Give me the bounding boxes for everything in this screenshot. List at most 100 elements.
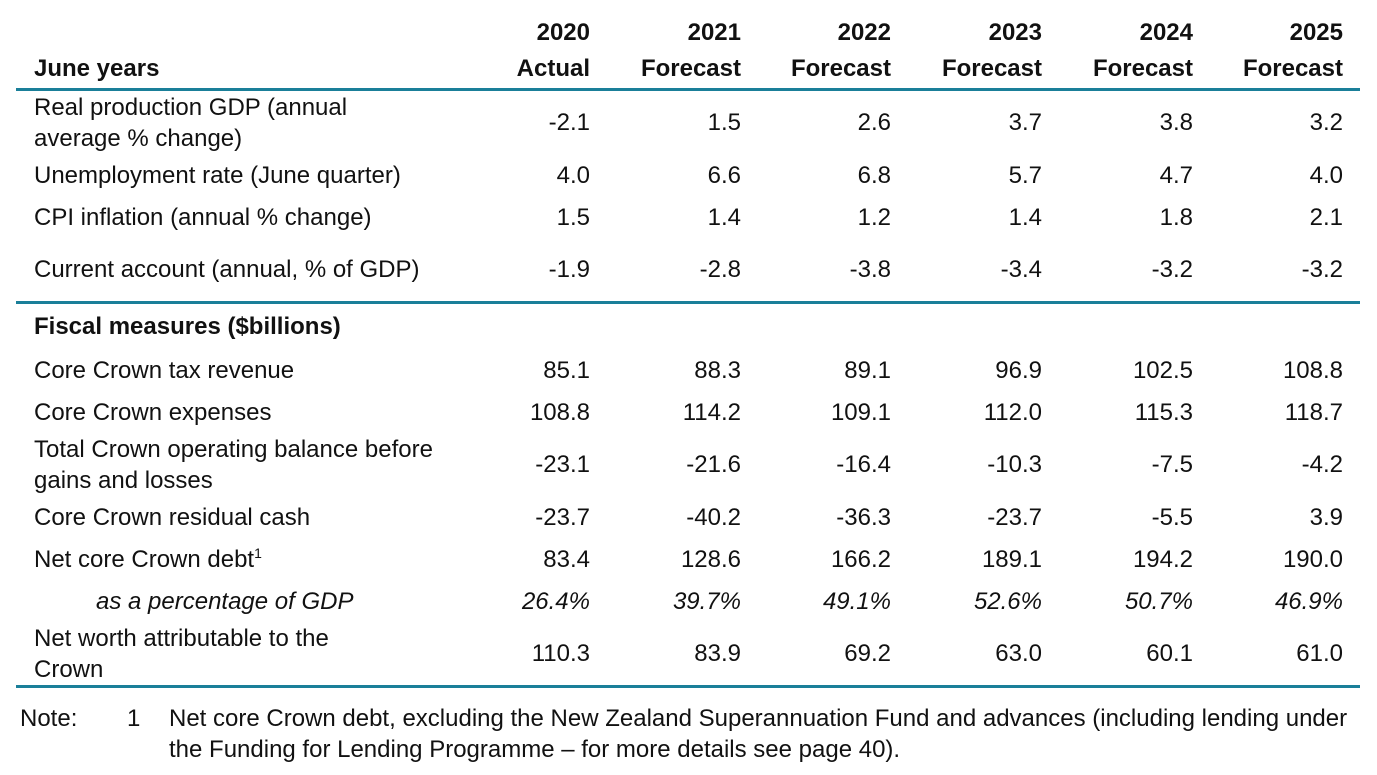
note-label: Note: xyxy=(20,705,78,732)
cell-value: 1.4 xyxy=(707,203,741,231)
cell-value: -3.2 xyxy=(1301,256,1343,283)
row-label: as a percentage of GDP xyxy=(96,587,354,615)
column-year: 2021 xyxy=(687,19,741,46)
cell-value: -36.3 xyxy=(836,503,891,531)
cell-value: 102.5 xyxy=(1132,356,1193,384)
column-year: 2023 xyxy=(988,19,1042,46)
cell-value: -23.7 xyxy=(535,503,590,531)
column-type: Actual xyxy=(516,55,590,82)
cell-value: 4.7 xyxy=(1159,161,1193,189)
cell-value: -16.4 xyxy=(836,451,891,478)
row-label: Net core Crown debt1 xyxy=(34,544,262,573)
cell-value: 3.8 xyxy=(1159,109,1193,136)
cell-value: 63.0 xyxy=(995,640,1042,667)
cell-value: 194.2 xyxy=(1132,545,1193,573)
cell-value: 83.4 xyxy=(543,545,590,573)
cell-value: 108.8 xyxy=(529,398,590,426)
cell-value: 4.0 xyxy=(556,161,590,189)
row-label: Core Crown tax revenue xyxy=(34,356,295,384)
row-label: Unemployment rate (June quarter) xyxy=(34,161,401,189)
cell-value: 1.5 xyxy=(556,203,590,231)
cell-value: -2.8 xyxy=(699,256,741,283)
cell-value: 50.7% xyxy=(1124,587,1193,615)
row-label: CPI inflation (annual % change) xyxy=(34,203,372,231)
column-year: 2025 xyxy=(1289,19,1343,46)
cell-value: 3.7 xyxy=(1008,109,1042,136)
cell-value: 39.7% xyxy=(672,587,741,615)
column-type: Forecast xyxy=(941,55,1042,82)
column-type: Forecast xyxy=(1242,55,1343,82)
row-label: Current account (annual, % of GDP) xyxy=(34,256,420,283)
cell-value: 6.8 xyxy=(857,161,891,189)
cell-value: 109.1 xyxy=(830,398,891,426)
row-label: Real production GDP (annual average % ch… xyxy=(34,93,348,152)
cell-value: 166.2 xyxy=(830,545,891,573)
cell-value: 89.1 xyxy=(844,356,891,384)
cell-value: 1.4 xyxy=(1008,203,1042,231)
cell-value: 110.3 xyxy=(531,640,590,667)
table-row: Unemployment rate (June quarter) 4.0 6.6 6.… xyxy=(16,154,1360,196)
cell-value: 5.7 xyxy=(1008,161,1042,189)
cell-value: 2.1 xyxy=(1309,203,1343,231)
cell-value: 3.9 xyxy=(1309,503,1343,531)
economic-fiscal-table: 2020 2021 2022 2023 2024 2025 June years Actua… xyxy=(16,8,1360,688)
table-row: as a percentage of GDP 26.4% 39.7% 49.1% 52.… xyxy=(16,580,1360,622)
cell-value: 26.4% xyxy=(521,587,590,615)
row-label: Core Crown residual cash xyxy=(34,503,311,531)
row-label: Net worth attributable to the Crown xyxy=(34,624,329,683)
column-year: 2020 xyxy=(536,19,590,46)
footnote-marker: 1 xyxy=(254,544,262,561)
cell-value: 52.6% xyxy=(973,587,1042,615)
cell-value: 49.1% xyxy=(822,587,891,615)
cell-value: 69.2 xyxy=(844,640,891,667)
cell-value: -10.3 xyxy=(987,451,1042,478)
cell-value: 1.2 xyxy=(857,203,891,231)
cell-value: 96.9 xyxy=(995,356,1042,384)
cell-value: 83.9 xyxy=(694,640,741,667)
column-type: Forecast xyxy=(640,55,741,82)
table-row: Net core Crown debt1 83.4 128.6 166.2 189.1 1… xyxy=(16,538,1360,580)
cell-value: 2.6 xyxy=(857,109,891,136)
column-type: Forecast xyxy=(1092,55,1193,82)
cell-value: 108.8 xyxy=(1282,356,1343,384)
note-text: Net core Crown debt, excluding the New Z… xyxy=(169,705,1348,763)
cell-value: -4.2 xyxy=(1301,451,1343,478)
cell-value: -23.7 xyxy=(987,503,1042,531)
cell-value: 61.0 xyxy=(1296,640,1343,667)
cell-value: -3.8 xyxy=(849,256,891,283)
cell-value: -1.9 xyxy=(548,256,590,283)
cell-value: 115.3 xyxy=(1134,398,1193,426)
cell-value: 112.0 xyxy=(983,398,1042,426)
table-row: Net worth attributable to the Crown 110.3… xyxy=(16,622,1360,687)
table-row: Current account (annual, % of GDP) -1.9 -2… xyxy=(16,238,1360,303)
cell-value: 128.6 xyxy=(680,545,741,573)
row-label-header: June years xyxy=(34,55,160,82)
cell-value: 1.5 xyxy=(707,109,741,136)
cell-value: -2.1 xyxy=(548,109,590,136)
column-type: Forecast xyxy=(790,55,891,82)
cell-value: 6.6 xyxy=(707,161,741,189)
cell-value: 46.9% xyxy=(1274,587,1343,615)
table-row: Real production GDP (annual average % ch… xyxy=(16,90,1360,155)
table-row: Core Crown residual cash -23.7 -40.2 -36.3 -… xyxy=(16,496,1360,538)
cell-value: 1.8 xyxy=(1159,203,1193,231)
cell-value: 4.0 xyxy=(1309,161,1343,189)
cell-value: -3.2 xyxy=(1151,256,1193,283)
row-label: Total Crown operating balance before gai… xyxy=(34,435,433,494)
table-row: Core Crown tax revenue 85.1 88.3 89.1 96.9 10… xyxy=(16,349,1360,391)
column-year: 2022 xyxy=(837,19,891,46)
table-row: Core Crown expenses 108.8 114.2 109.1 112.0 1… xyxy=(16,391,1360,433)
cell-value: 88.3 xyxy=(694,356,741,384)
cell-value: 118.7 xyxy=(1284,398,1343,426)
column-year: 2024 xyxy=(1139,19,1193,46)
cell-value: 189.1 xyxy=(981,545,1042,573)
cell-value: -5.5 xyxy=(1151,503,1193,531)
cell-value: 60.1 xyxy=(1146,640,1193,667)
table-row: CPI inflation (annual % change) 1.5 1.4 1.2… xyxy=(16,196,1360,238)
row-label: Core Crown expenses xyxy=(34,398,272,426)
cell-value: 3.2 xyxy=(1309,109,1343,136)
note-number: 1 xyxy=(127,705,141,732)
cell-value: 190.0 xyxy=(1282,545,1343,573)
cell-value: -3.4 xyxy=(1000,256,1042,283)
cell-value: -7.5 xyxy=(1151,451,1193,478)
